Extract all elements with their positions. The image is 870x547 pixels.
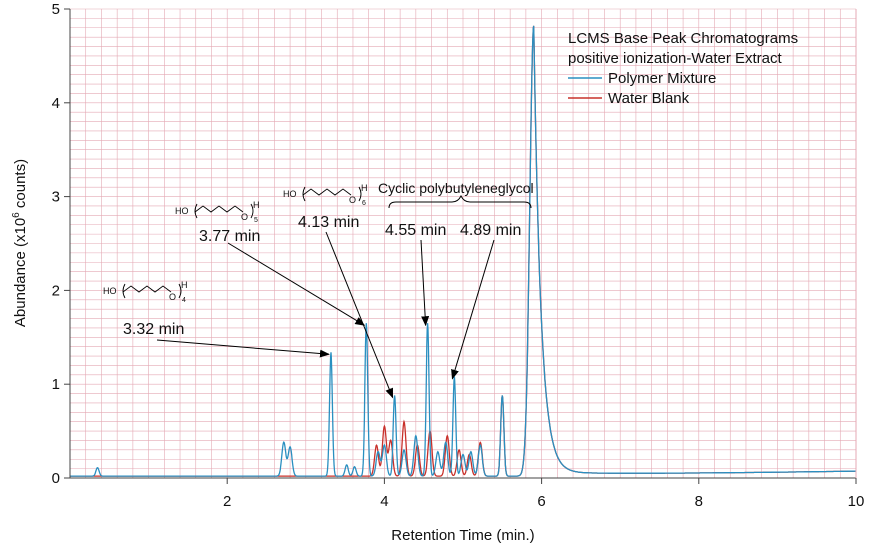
structure-bracket-left — [122, 283, 126, 299]
structure-o: O — [241, 212, 248, 222]
structure-bracket-right — [358, 186, 362, 202]
x-tick-label: 6 — [537, 493, 545, 510]
x-tick-label: 8 — [695, 493, 703, 510]
y-tick-label: 5 — [52, 1, 60, 18]
structure-h: H — [181, 280, 188, 290]
structure-chain — [122, 285, 172, 293]
peak-label: 4.89 min — [460, 222, 521, 239]
structure-chain — [302, 188, 352, 196]
legend-label-blank: Water Blank — [608, 90, 690, 107]
peak-label: 4.13 min — [298, 214, 359, 231]
peak-label: 3.32 min — [123, 321, 184, 338]
structure-h: H — [361, 183, 368, 193]
x-tick-label: 4 — [380, 493, 388, 510]
y-axis-label-tail: counts) — [12, 159, 29, 212]
peak-label: 4.55 min — [385, 222, 446, 239]
structure-ho: HO — [175, 206, 189, 216]
series-line-polymer-mixture — [70, 25, 856, 477]
structure-subscript: 4 — [182, 297, 186, 304]
structure-h: H — [253, 200, 260, 210]
peak-arrow — [156, 339, 330, 358]
structure-ho: HO — [103, 286, 117, 296]
legend-subtitle: positive ionization-Water Extract — [568, 50, 783, 67]
structure-bracket-right — [250, 203, 254, 219]
y-tick-label: 2 — [52, 282, 60, 299]
structure-ho: HO — [283, 189, 297, 199]
chemical-structure: HO OH 6 — [283, 183, 368, 207]
cyclic-group-brace — [388, 194, 532, 209]
peak-arrow — [451, 239, 495, 380]
grid — [69, 8, 857, 479]
structure-bracket-left — [302, 186, 306, 202]
y-tick-label: 3 — [52, 189, 60, 206]
peak-arrow — [420, 239, 430, 327]
x-tick-label: 2 — [223, 493, 231, 510]
structure-bracket-left — [194, 203, 198, 219]
structure-subscript: 6 — [362, 200, 366, 207]
structure-bracket-right — [178, 283, 182, 299]
peak-arrow — [325, 231, 394, 399]
chemical-structure: HO OH 5 — [175, 200, 260, 224]
cyclic-group-label: Cyclic polybutyleneglycol — [378, 180, 534, 196]
x-tick-label: 10 — [848, 493, 865, 510]
structure-o: O — [169, 292, 176, 302]
series-layer — [70, 25, 856, 477]
y-axis-label-exponent: 6 — [11, 212, 22, 218]
axes: 2 4 6 8 10 0 1 2 3 4 5 — [52, 1, 865, 510]
y-tick-label: 4 — [52, 95, 60, 112]
peak-arrow — [227, 242, 366, 326]
structure-subscript: 5 — [254, 217, 258, 224]
chemical-structure: HO OH 4 — [103, 280, 188, 304]
legend-title: LCMS Base Peak Chromatograms — [568, 30, 798, 47]
y-axis-label: Abundance (x106 counts) — [11, 159, 29, 327]
y-tick-label: 1 — [52, 376, 60, 393]
structure-o: O — [349, 195, 356, 205]
structure-chain — [194, 205, 244, 213]
y-tick-label: 0 — [52, 470, 60, 487]
peak-label: 3.77 min — [199, 228, 260, 245]
x-axis-label: Retention Time (min.) — [391, 527, 534, 544]
legend-label-polymer: Polymer Mixture — [608, 70, 716, 87]
y-axis-label-main: Abundance (x10 — [12, 218, 29, 327]
